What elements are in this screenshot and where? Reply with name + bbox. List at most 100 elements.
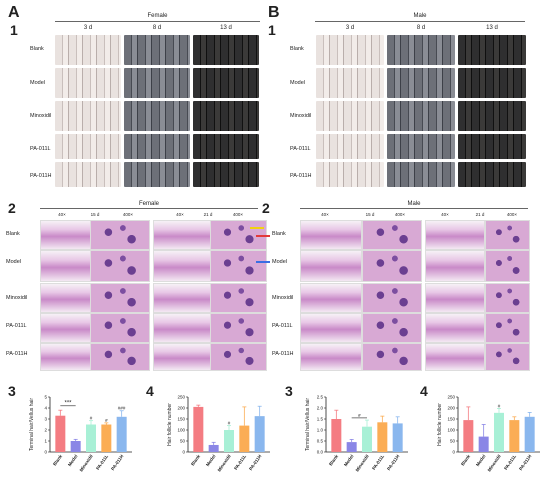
female-group-pa011h: PA-011H bbox=[30, 173, 52, 179]
y-tick-label: 250 bbox=[447, 395, 455, 400]
male-histo-header-2: 400× bbox=[394, 212, 406, 217]
male-histo-r0-c3 bbox=[485, 220, 530, 250]
male-photo-r2-c0 bbox=[316, 101, 384, 131]
sig-label: # bbox=[90, 416, 93, 421]
bar-pa-011h bbox=[254, 416, 265, 452]
male-photo-r1-c2 bbox=[458, 68, 526, 98]
male-day-13: 13 d bbox=[486, 25, 498, 31]
bar-blank bbox=[463, 420, 474, 452]
female-title-rule bbox=[55, 21, 260, 22]
panel-a2-label: 2 bbox=[8, 200, 16, 216]
male-group-blank: Blank bbox=[290, 46, 304, 52]
x-tick-label: Model bbox=[67, 454, 79, 468]
male-histo-r4-c0 bbox=[300, 343, 362, 371]
y-tick-label: 2 bbox=[44, 428, 47, 433]
female-histo-r4-c1 bbox=[90, 343, 150, 371]
female-histo-r0-c2 bbox=[153, 220, 213, 250]
y-tick-label: 4 bbox=[44, 406, 47, 411]
panel-letter-b: B bbox=[268, 4, 280, 21]
histo-female-blank: Blank bbox=[6, 231, 20, 237]
male-histo-r1-c3 bbox=[485, 250, 530, 282]
male-photo-r1-c1 bbox=[387, 68, 455, 98]
male-photo-r4-c2 bbox=[458, 162, 526, 187]
chart-b4-follicle-number: 0 50 100 150 200 250 Hair follicle number Blank… bbox=[437, 395, 540, 473]
bar-pa-011h bbox=[524, 416, 535, 452]
male-histo-r1-c2 bbox=[425, 250, 485, 282]
x-tick-label: PA-011H bbox=[110, 454, 124, 472]
y-tick-label: 200 bbox=[447, 406, 455, 411]
y-tick-label: 0.0 bbox=[317, 450, 324, 455]
sig-label: # bbox=[228, 421, 231, 426]
y-tick-label: 100 bbox=[177, 428, 185, 433]
female-histo-header-0: 40× bbox=[58, 212, 66, 217]
male-histo-r3-c2 bbox=[425, 313, 485, 343]
bar-pa-011h bbox=[392, 423, 403, 452]
male-photo-r1-c0 bbox=[316, 68, 384, 98]
female-photo-r1-c0 bbox=[55, 68, 121, 98]
y-tick-label: 0 bbox=[452, 450, 455, 455]
male-histo-r3-c0 bbox=[300, 313, 362, 343]
female-histo-r4-c3 bbox=[210, 343, 267, 371]
male-title-rule bbox=[315, 21, 525, 22]
male-histology-title: Male bbox=[407, 201, 421, 207]
panel-b2-label: 2 bbox=[262, 200, 270, 216]
male-photo-r2-c1 bbox=[387, 101, 455, 131]
female-group-blank: Blank bbox=[30, 46, 44, 52]
male-photo-r0-c2 bbox=[458, 35, 526, 65]
bar-minoxidil bbox=[86, 424, 96, 452]
bar-minoxidil bbox=[224, 430, 234, 452]
female-histo-header-5: 400× bbox=[232, 212, 244, 217]
bar-blank bbox=[331, 419, 342, 452]
male-histo-r0-c0 bbox=[300, 220, 362, 250]
female-histo-r1-c3 bbox=[210, 250, 267, 282]
panel-b3-label: 3 bbox=[285, 383, 293, 399]
male-histo-r4-c2 bbox=[425, 343, 485, 371]
bar-model bbox=[70, 441, 81, 452]
male-histo-r2-c1 bbox=[362, 283, 422, 313]
female-histo-r3-c2 bbox=[153, 313, 213, 343]
chart-a4-follicle-number: 0 50 100 150 200 250 Hair follicle number Blank… bbox=[167, 395, 270, 473]
y-tick-label: 0 bbox=[44, 450, 47, 455]
bar-pa-011l bbox=[239, 425, 250, 452]
female-photo-r2-c2 bbox=[193, 101, 259, 131]
bar-pa-011h bbox=[116, 416, 127, 452]
male-group-model: Model bbox=[290, 80, 305, 86]
male-histology-rule bbox=[300, 208, 528, 209]
y-tick-label: 2.5 bbox=[317, 395, 324, 400]
male-photo-r4-c0 bbox=[316, 162, 384, 187]
histo-male-pa011l: PA-011L bbox=[272, 323, 293, 329]
male-histo-r0-c2 bbox=[425, 220, 485, 250]
sig-label: *** bbox=[64, 401, 72, 407]
female-histo-header-2: 400× bbox=[122, 212, 134, 217]
bar-pa-011l bbox=[509, 420, 520, 452]
female-histo-r3-c3 bbox=[210, 313, 267, 343]
male-day-8: 8 d bbox=[416, 25, 426, 31]
panel-a3-label: 3 bbox=[8, 383, 16, 399]
y-tick-label: 2.0 bbox=[317, 406, 324, 411]
sig-label: ### bbox=[118, 406, 126, 411]
histo-female-minoxidil: Minoxidil bbox=[6, 295, 28, 301]
chart-a3-terminal-vellus: 0 1 2 3 4 5 Terminal hair/Vellus hair Blank Mode… bbox=[29, 395, 132, 473]
x-tick-label: Blank bbox=[460, 453, 471, 466]
x-tick-label: PA-011H bbox=[518, 454, 532, 472]
male-group-minoxidil: Minoxidil bbox=[290, 113, 312, 119]
y-axis-label: Terminal hair/Vellus hair bbox=[29, 398, 35, 451]
histo-male-pa011h: PA-011H bbox=[272, 351, 294, 357]
y-axis-label: Hair follicle number bbox=[437, 403, 443, 446]
female-histo-r1-c2 bbox=[153, 250, 213, 282]
female-day-8: 8 d bbox=[152, 25, 162, 31]
sig-label: # bbox=[358, 413, 361, 418]
sig-label: # bbox=[498, 403, 501, 408]
bar-model bbox=[208, 444, 219, 452]
x-tick-label: Blank bbox=[328, 453, 339, 466]
y-tick-label: 1.0 bbox=[317, 428, 324, 433]
y-axis-label: Hair follicle number bbox=[167, 403, 173, 446]
panel-b1-label: 1 bbox=[268, 22, 276, 38]
male-histo-r1-c0 bbox=[300, 250, 362, 282]
female-histo-r1-c1 bbox=[90, 250, 150, 282]
bar-model bbox=[478, 436, 489, 452]
male-group-pa011h: PA-011H bbox=[290, 173, 312, 179]
histology-arrows bbox=[250, 227, 270, 263]
x-tick-label: PA-011L bbox=[371, 454, 385, 471]
male-photo-r4-c1 bbox=[387, 162, 455, 187]
